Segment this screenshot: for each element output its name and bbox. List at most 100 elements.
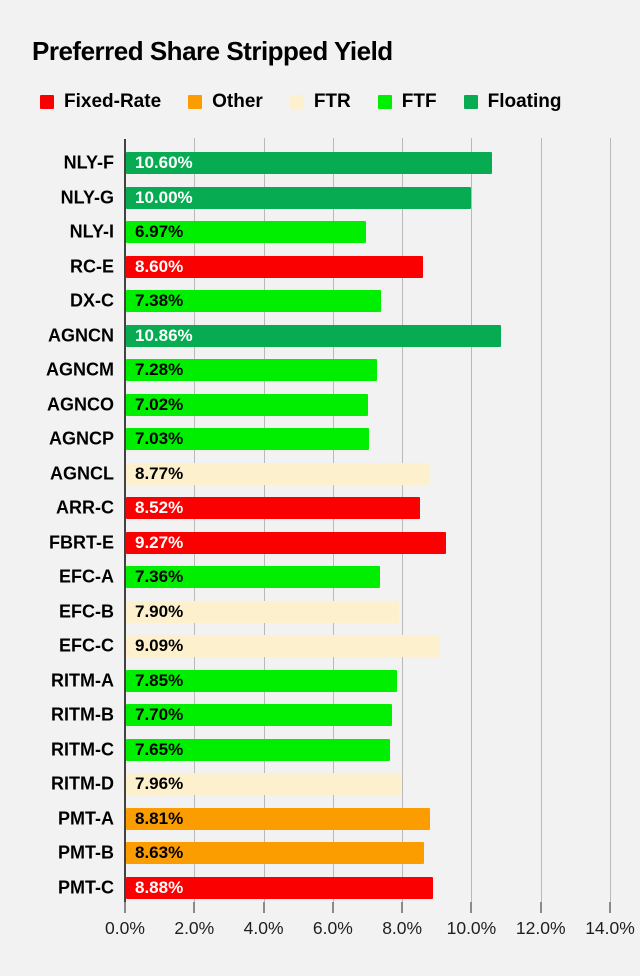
- legend-item-other[interactable]: Other: [188, 91, 263, 113]
- gridline: [471, 138, 473, 903]
- category-label: FBRT-E: [49, 532, 114, 553]
- x-axis-tick-label: 8.0%: [382, 918, 423, 938]
- bar-nly-f[interactable]: 10.60%: [126, 152, 493, 175]
- bar-value-label: 6.97%: [135, 222, 184, 242]
- bar-value-label: 7.28%: [135, 360, 184, 380]
- bar-row: AGNCM 7.28%: [0, 353, 640, 388]
- category-label: AGNCN: [48, 325, 114, 346]
- bar-row: DX-C 7.38%: [0, 284, 640, 319]
- bar-value-label: 8.63%: [135, 843, 184, 863]
- bar-efc-c[interactable]: 9.09%: [126, 635, 440, 658]
- bar-row: RC-E 8.60%: [0, 250, 640, 285]
- x-axis-tick: [609, 902, 611, 913]
- bar-rows: NLY-F 10.60% NLY-G 10.00% NLY-I 6.97% RC-E 8.60…: [0, 146, 640, 905]
- bar-row: NLY-G 10.00%: [0, 181, 640, 216]
- bar-row: EFC-A 7.36%: [0, 560, 640, 595]
- bar-value-label: 8.88%: [135, 877, 184, 897]
- bar-ritm-d[interactable]: 7.96%: [126, 773, 401, 796]
- bar-value-label: 7.38%: [135, 291, 184, 311]
- category-label: PMT-C: [58, 877, 114, 898]
- bar-rc-e[interactable]: 8.60%: [126, 255, 423, 278]
- legend-item-ftr[interactable]: FTR: [289, 91, 351, 113]
- x-axis-tick-label: 2.0%: [174, 918, 215, 938]
- bar-value-label: 7.70%: [135, 705, 184, 725]
- chart-title: Preferred Share Stripped Yield: [32, 36, 393, 66]
- bar-row: EFC-B 7.90%: [0, 595, 640, 630]
- bar-pmt-b[interactable]: 8.63%: [126, 842, 424, 865]
- x-axis-tick-label: 10.0%: [446, 918, 497, 938]
- bar-agncm[interactable]: 7.28%: [126, 359, 378, 382]
- bar-row: RITM-D 7.96%: [0, 767, 640, 802]
- category-label: EFC-A: [59, 566, 114, 587]
- bar-value-label: 8.77%: [135, 463, 184, 483]
- category-label: RITM-A: [51, 670, 114, 691]
- bar-efc-b[interactable]: 7.90%: [126, 600, 399, 623]
- bar-pmt-c[interactable]: 8.88%: [126, 876, 433, 899]
- bar-efc-a[interactable]: 7.36%: [126, 566, 380, 589]
- bar-row: NLY-F 10.60%: [0, 146, 640, 181]
- legend-item-fixed-rate[interactable]: Fixed-Rate: [40, 91, 161, 113]
- category-label: RC-E: [70, 256, 114, 277]
- legend-swatch-icon: [463, 95, 478, 109]
- legend-swatch-icon: [188, 95, 203, 109]
- bar-ritm-a[interactable]: 7.85%: [126, 669, 397, 692]
- bar-value-label: 10.00%: [135, 187, 193, 207]
- bar-value-label: 9.27%: [135, 532, 184, 552]
- bar-row: AGNCL 8.77%: [0, 457, 640, 492]
- category-label: RITM-C: [51, 739, 114, 760]
- category-label: DX-C: [70, 290, 114, 311]
- legend-item-floating[interactable]: Floating: [463, 91, 561, 113]
- bar-arr-c[interactable]: 8.52%: [126, 497, 421, 520]
- bar-ritm-c[interactable]: 7.65%: [126, 738, 391, 761]
- gridline: [402, 138, 404, 903]
- bar-dx-c[interactable]: 7.38%: [126, 290, 381, 313]
- bar-agnco[interactable]: 7.02%: [126, 393, 369, 416]
- bar-value-label: 8.52%: [135, 498, 184, 518]
- bar-agncp[interactable]: 7.03%: [126, 428, 369, 451]
- category-label: RITM-D: [51, 773, 114, 794]
- gridline: [332, 138, 334, 903]
- category-label: NLY-F: [63, 152, 114, 173]
- x-axis-tick: [193, 902, 196, 913]
- category-label: NLY-I: [69, 221, 114, 242]
- bar-value-label: 8.81%: [135, 808, 184, 828]
- gridline: [540, 138, 542, 903]
- bar-row: AGNCN 10.86%: [0, 319, 640, 354]
- bar-value-label: 7.96%: [135, 774, 184, 794]
- category-label: AGNCM: [46, 359, 114, 380]
- legend-swatch-icon: [40, 95, 54, 109]
- x-axis-tick: [401, 902, 404, 913]
- category-label: NLY-G: [60, 187, 114, 208]
- y-axis-line: [123, 139, 126, 903]
- x-axis-tick-label: 6.0%: [312, 918, 353, 938]
- bar-pmt-a[interactable]: 8.81%: [126, 807, 431, 830]
- bar-value-label: 7.90%: [135, 601, 184, 621]
- bar-row: EFC-C 9.09%: [0, 629, 640, 664]
- category-label: PMT-A: [58, 808, 114, 829]
- bar-value-label: 7.85%: [135, 670, 184, 690]
- x-axis-tick-label: 4.0%: [243, 918, 284, 938]
- x-axis-tick-label: 12.0%: [515, 918, 566, 938]
- bar-agncl[interactable]: 8.77%: [126, 462, 429, 485]
- legend-swatch-icon: [289, 95, 304, 109]
- bar-nly-g[interactable]: 10.00%: [126, 186, 472, 209]
- gridline: [610, 138, 611, 903]
- gridline: [263, 138, 265, 903]
- bar-row: RITM-C 7.65%: [0, 733, 640, 768]
- x-axis-tick: [262, 902, 265, 913]
- bar-fbrt-e[interactable]: 9.27%: [126, 531, 447, 554]
- bar-ritm-b[interactable]: 7.70%: [126, 704, 392, 727]
- bar-row: ARR-C 8.52%: [0, 491, 640, 526]
- x-axis-tick: [539, 902, 542, 913]
- bar-value-label: 8.60%: [135, 256, 184, 276]
- bar-row: FBRT-E 9.27%: [0, 526, 640, 561]
- bar-nly-i[interactable]: 6.97%: [126, 221, 367, 244]
- bar-agncn[interactable]: 10.86%: [126, 324, 502, 347]
- legend-item-ftf[interactable]: FTF: [377, 91, 437, 113]
- legend-label: FTR: [313, 91, 351, 112]
- legend-label: FTF: [401, 91, 437, 112]
- bar-row: PMT-C 8.88%: [0, 871, 640, 906]
- bar-value-label: 7.02%: [135, 394, 184, 414]
- x-axis-tick: [470, 902, 473, 913]
- category-label: AGNCL: [50, 463, 114, 484]
